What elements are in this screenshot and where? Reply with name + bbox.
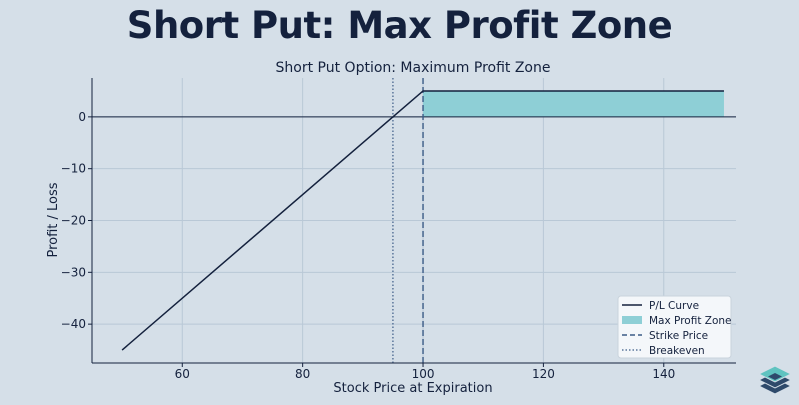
- reference-lines: [92, 78, 736, 363]
- legend-label: Strike Price: [649, 330, 708, 342]
- stacked-layers-icon: [757, 365, 793, 395]
- legend-swatch-max-profit-zone: [622, 316, 642, 324]
- x-tick-label: 140: [652, 367, 675, 381]
- x-tick-label: 120: [532, 367, 555, 381]
- legend-box: [617, 295, 732, 359]
- y-axis-label: Profit / Loss: [46, 182, 61, 257]
- x-tick-label: 60: [175, 367, 190, 381]
- chart-title: Short Put Option: Maximum Profit Zone: [276, 60, 551, 76]
- pl-curve-line: [121, 90, 724, 351]
- tick-labels: 60 80 100 120 140 0 −10 −20 −30 −40: [61, 110, 676, 381]
- y-tick-label: −40: [61, 317, 86, 331]
- legend: P/L Curve Max Profit Zone Strike Price Brea…: [617, 295, 732, 359]
- y-tick-label: −20: [61, 214, 86, 228]
- x-axis-label: Stock Price at Expiration: [333, 381, 492, 396]
- y-tick-label: −30: [61, 265, 86, 279]
- y-tick-label: −10: [61, 162, 86, 176]
- max-profit-zone-layer: [423, 90, 724, 117]
- legend-label: Breakeven: [649, 345, 705, 357]
- x-tick-label: 100: [412, 367, 435, 381]
- axes: [88, 78, 736, 367]
- x-tick-label: 80: [295, 367, 310, 381]
- series-layer: [121, 90, 724, 351]
- legend-label: Max Profit Zone: [649, 315, 732, 327]
- max-profit-zone: [423, 90, 724, 117]
- legend-label: P/L Curve: [649, 300, 699, 312]
- page-title: Short Put: Max Profit Zone: [126, 4, 673, 47]
- y-tick-label: 0: [78, 110, 86, 124]
